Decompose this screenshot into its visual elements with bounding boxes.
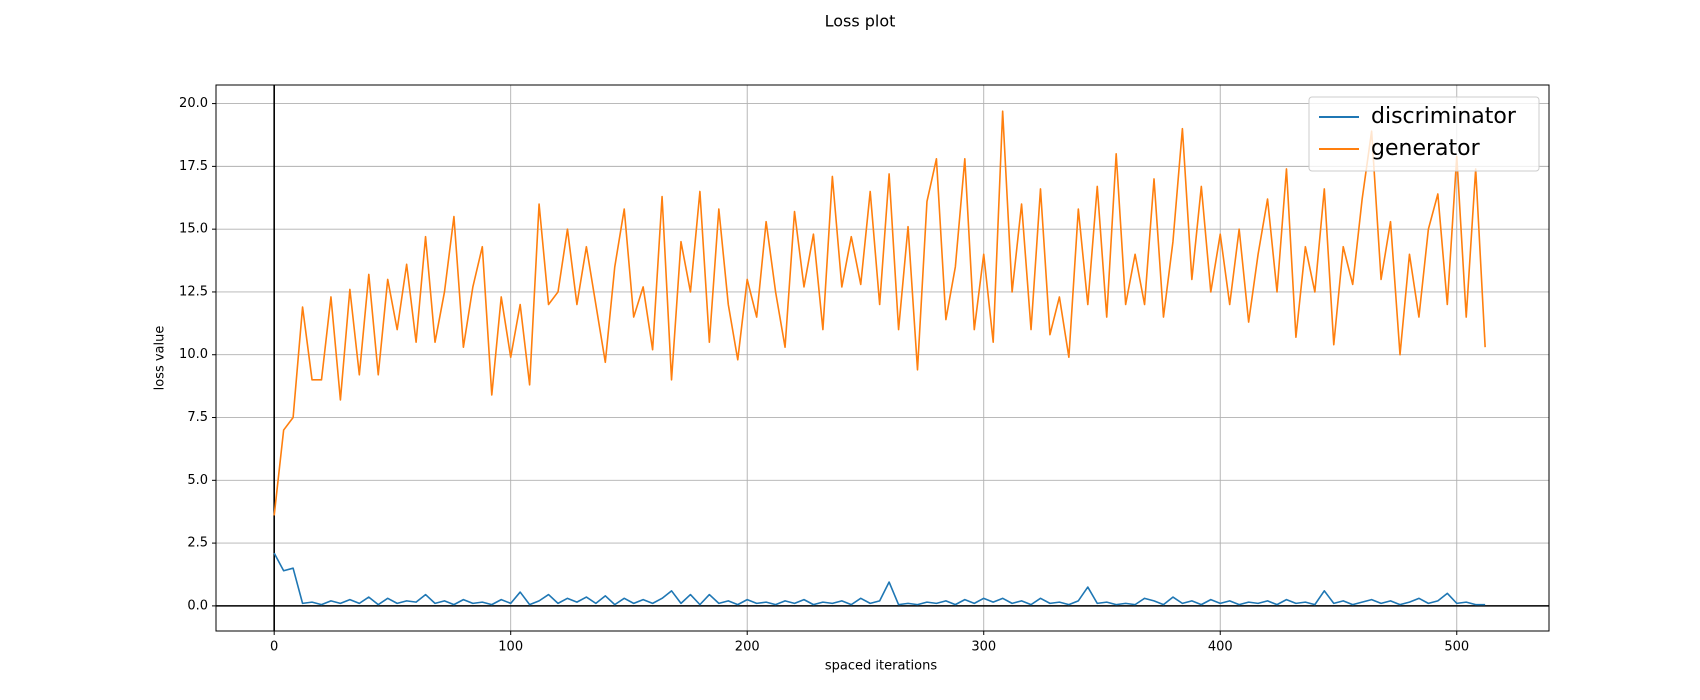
chart-title: Loss plot <box>825 12 896 31</box>
y-tick-label: 5.0 <box>187 473 208 488</box>
y-tick-label: 17.5 <box>179 159 208 174</box>
y-tick-label: 0.0 <box>187 598 208 613</box>
legend-label: discriminator <box>1371 104 1517 129</box>
x-tick-label: 0 <box>270 640 278 655</box>
y-tick-label: 12.5 <box>179 284 208 299</box>
y-tick-label: 15.0 <box>179 222 208 237</box>
legend: discriminator generator <box>1308 96 1540 172</box>
y-tick-label: 7.5 <box>187 410 208 425</box>
y-tick-label: 10.0 <box>179 347 208 362</box>
data-line <box>273 552 1486 606</box>
legend-box <box>1308 96 1540 172</box>
plot-frame <box>215 84 1550 632</box>
x-tick-label: 100 <box>498 640 523 655</box>
x-tick-label: 400 <box>1208 640 1233 655</box>
x-axis-label: spaced iterations <box>825 659 937 674</box>
x-tick-label: 300 <box>971 640 996 655</box>
x-tick-label: 500 <box>1444 640 1469 655</box>
y-tick-label: 2.5 <box>187 536 208 551</box>
x-tick-label: 200 <box>735 640 760 655</box>
y-tick-label: 20.0 <box>179 96 208 111</box>
y-axis-label: loss value <box>153 326 168 391</box>
data-line <box>273 110 1486 516</box>
legend-label: generator <box>1371 136 1481 161</box>
